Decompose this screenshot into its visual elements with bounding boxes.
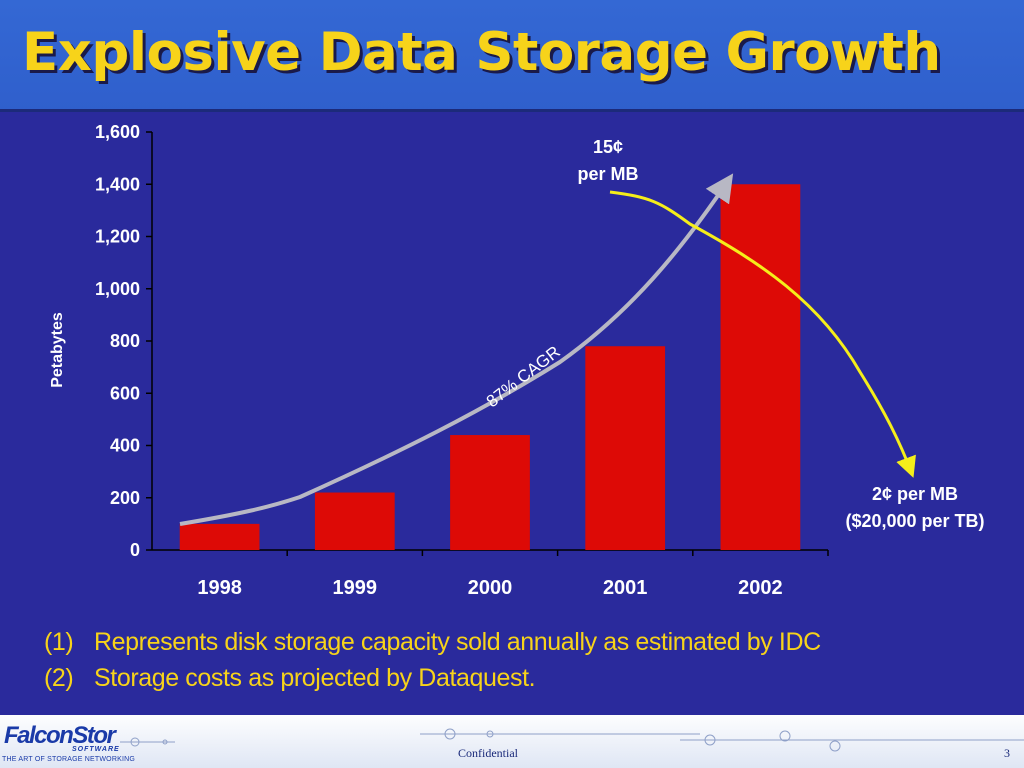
y-tick-label: 1,200 xyxy=(95,227,140,247)
falconstor-logo: FalconStor SOFTWARE THE ART OF STORAGE N… xyxy=(0,718,135,766)
footer-divider xyxy=(0,712,1024,715)
bar xyxy=(179,523,260,550)
bar xyxy=(450,435,530,550)
y-axis-label: Petabytes xyxy=(49,312,66,388)
slide-title: Explosive Data Storage Growth xyxy=(22,22,941,83)
y-tick-label: 800 xyxy=(110,331,140,351)
logo-subtitle: SOFTWARE xyxy=(72,746,120,753)
y-tick-label: 1,400 xyxy=(95,174,140,194)
y-tick-label: 600 xyxy=(110,383,140,403)
y-tick-label: 1,600 xyxy=(95,122,140,142)
confidential-label: Confidential xyxy=(458,746,518,760)
x-tick-label: 2002 xyxy=(738,577,783,599)
title-bar: Explosive Data Storage Growth xyxy=(0,0,1024,112)
cost-decline-line xyxy=(609,190,916,478)
footnote-1: (1) Represents disk storage capacity sol… xyxy=(44,624,821,660)
y-tick-label: 1,000 xyxy=(95,279,140,299)
x-tick-label: 1998 xyxy=(197,577,242,599)
y-tick-label: 0 xyxy=(130,540,140,560)
cost-start-line1: 15¢ xyxy=(593,137,623,157)
cost-end-line2: ($20,000 per TB) xyxy=(845,511,984,531)
bar xyxy=(720,184,801,550)
footnote-text: Represents disk storage capacity sold an… xyxy=(94,627,821,656)
cagr-curve xyxy=(179,173,734,526)
logo-tagline: THE ART OF STORAGE NETWORKING xyxy=(2,756,135,763)
footer: FalconStor SOFTWARE THE ART OF STORAGE N… xyxy=(0,712,1024,768)
footer-decoration xyxy=(120,728,1024,752)
bar xyxy=(314,492,395,550)
cagr-label: 87% CAGR xyxy=(483,342,564,411)
x-tick-label: 2000 xyxy=(468,577,513,599)
cost-end-line1: 2¢ per MB xyxy=(872,484,958,504)
bar-chart: 1998 1999 2000 2001 2002 0 200 400 600 800 1,000 1… xyxy=(49,122,985,599)
footnote-2: (2) Storage costs as projected by Dataqu… xyxy=(44,660,821,696)
footnote-number: (2) xyxy=(44,663,74,692)
footnote-number: (1) xyxy=(44,627,74,656)
x-tick-label: 2001 xyxy=(603,577,648,599)
x-tick-label: 1999 xyxy=(333,577,378,599)
y-tick-label: 400 xyxy=(110,436,140,456)
bar xyxy=(585,346,666,550)
cost-start-line2: per MB xyxy=(577,164,638,184)
y-tick-label: 200 xyxy=(110,488,140,508)
logo-wordmark: FalconStor xyxy=(4,722,116,749)
page-number: 3 xyxy=(1004,746,1010,760)
footnote-text: Storage costs as projected by Dataquest. xyxy=(94,663,536,692)
footnotes: (1) Represents disk storage capacity sol… xyxy=(44,624,821,696)
